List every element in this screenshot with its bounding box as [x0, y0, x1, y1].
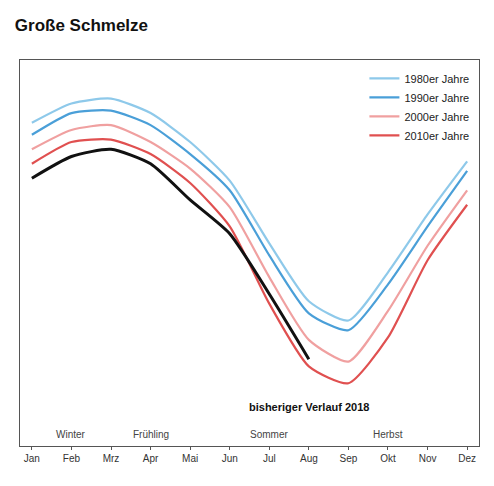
svg-text:Apr: Apr — [143, 453, 159, 464]
svg-text:2000er Jahre: 2000er Jahre — [404, 111, 469, 123]
svg-text:Mrz: Mrz — [103, 453, 120, 464]
svg-text:Jul: Jul — [263, 453, 276, 464]
svg-text:Frühling: Frühling — [133, 429, 169, 440]
svg-text:2010er Jahre: 2010er Jahre — [404, 130, 469, 142]
svg-text:Nov: Nov — [419, 453, 437, 464]
svg-text:1990er Jahre: 1990er Jahre — [404, 92, 469, 104]
svg-text:Jan: Jan — [24, 453, 40, 464]
svg-text:Okt: Okt — [380, 453, 396, 464]
svg-text:Feb: Feb — [63, 453, 81, 464]
svg-text:Winter: Winter — [56, 429, 86, 440]
svg-text:Dez: Dez — [458, 453, 476, 464]
svg-text:Große Schmelze: Große Schmelze — [15, 16, 148, 35]
svg-text:Mai: Mai — [182, 453, 198, 464]
svg-text:Sommer: Sommer — [250, 429, 288, 440]
svg-text:Jun: Jun — [222, 453, 238, 464]
svg-text:Aug: Aug — [300, 453, 318, 464]
svg-text:bisheriger Verlauf 2018: bisheriger Verlauf 2018 — [249, 401, 369, 413]
svg-text:Herbst: Herbst — [373, 429, 403, 440]
svg-text:Sep: Sep — [340, 453, 358, 464]
svg-text:1980er Jahre: 1980er Jahre — [404, 73, 469, 85]
